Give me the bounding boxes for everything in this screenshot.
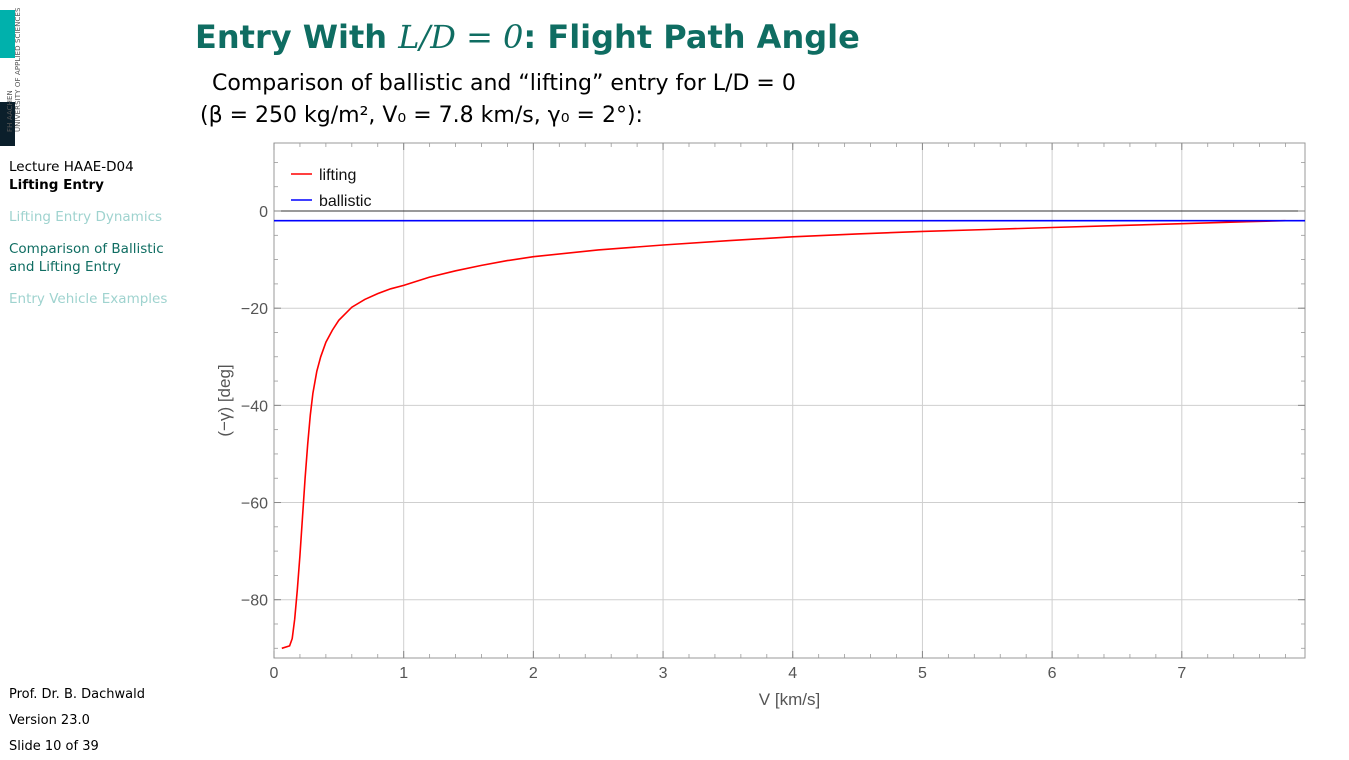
flight-path-angle-chart: 0 1 2 3 4 5 6 7 0 −20 −40 −60 −80 V [km/s] (−γ) [deg] l… (215, 142, 1306, 709)
sidebar-item-lifting-entry-dynamics[interactable]: Lifting Entry Dynamics (9, 209, 163, 225)
y-tick-label: 0 (259, 204, 268, 221)
subtitle-line-1: Comparison of ballistic and “lifting” en… (212, 71, 796, 96)
x-tick-label: 3 (659, 665, 668, 682)
slide-title: Entry With L/D = 0: Flight Path Angle (195, 18, 860, 56)
university-logo-text: FH AACHEN UNIVERSITY OF APPLIED SCIENCES (6, 7, 22, 146)
version: Version 23.0 (9, 713, 90, 728)
plot-frame (273, 142, 1306, 659)
subtitle-line-2: (β = 250 kg/m², V₀ = 7.8 km/s, γ₀ = 2°): (200, 103, 643, 128)
x-tick-label: 5 (918, 665, 927, 682)
lecture-title: Lifting Entry (9, 177, 104, 193)
series-line-lifting (281, 219, 1286, 650)
legend-label-ballistic: ballistic (319, 193, 371, 210)
y-tick-label: −60 (241, 496, 268, 513)
logo-bar-dark (0, 102, 15, 146)
sidebar-item-entry-vehicle-examples[interactable]: Entry Vehicle Examples (9, 291, 168, 307)
x-tick-label: 1 (399, 665, 408, 682)
title-prefix: Entry With (195, 18, 399, 56)
logo-line-2: UNIVERSITY OF APPLIED SCIENCES (14, 7, 22, 132)
x-tick-label: 6 (1048, 665, 1057, 682)
y-tick-label: −40 (241, 398, 268, 415)
title-math: L/D = 0 (398, 18, 524, 56)
y-axis-label: (−γ) [deg] (215, 364, 234, 436)
x-tick-label: 2 (529, 665, 538, 682)
y-tick-label: −20 (241, 301, 268, 318)
logo-bar-teal (0, 10, 15, 58)
x-tick-label: 7 (1177, 665, 1186, 682)
sidebar: Lecture HAAE-D04 Lifting Entry Lifting E… (9, 158, 184, 308)
author: Prof. Dr. B. Dachwald (9, 687, 145, 702)
y-tick-label: −80 (241, 593, 268, 610)
x-tick-label: 4 (788, 665, 797, 682)
course-code: Lecture HAAE-D04 (9, 159, 134, 175)
sidebar-item-comparison[interactable]: Comparison of Ballistic and Lifting Entr… (9, 241, 164, 275)
x-tick-label: 0 (270, 665, 279, 682)
footer: Prof. Dr. B. Dachwald Version 23.0 Slide… (9, 682, 145, 760)
slide-number: Slide 10 of 39 (9, 739, 99, 754)
logo-line-1: FH AACHEN (6, 90, 14, 132)
x-axis-label: V [km/s] (759, 690, 820, 709)
title-suffix: : Flight Path Angle (523, 18, 860, 56)
legend-label-lifting: lifting (319, 167, 356, 184)
